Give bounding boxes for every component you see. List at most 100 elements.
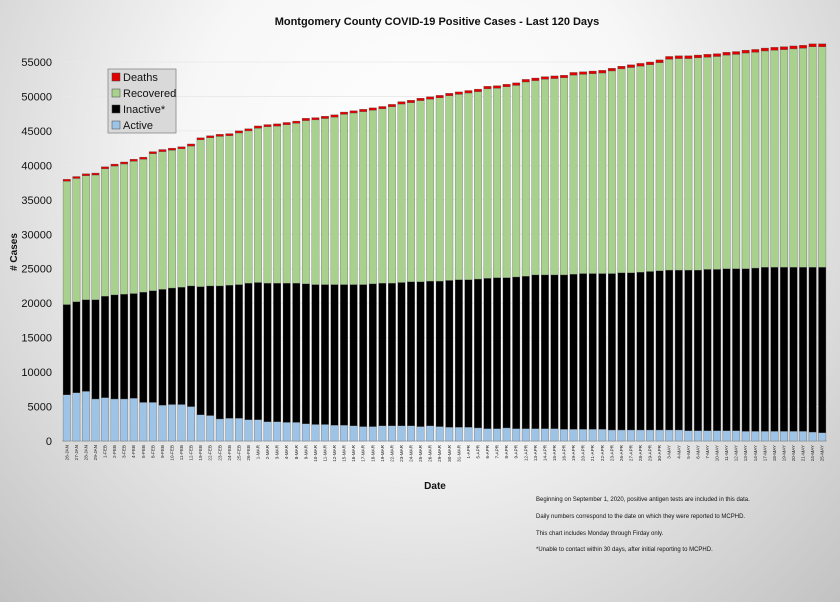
bar-recovered (799, 48, 807, 268)
bar-deaths (263, 124, 272, 127)
bar-deaths (340, 111, 348, 115)
bar-deaths (521, 79, 530, 83)
x-tick-label: 9-MAR (303, 444, 308, 459)
bar-recovered (665, 59, 674, 271)
bar-inactive (703, 269, 712, 431)
bar-deaths (101, 166, 109, 169)
bar-recovered (541, 79, 549, 276)
bar-recovered (569, 74, 578, 275)
x-tick-label: 1-MAR (256, 444, 261, 459)
bar-inactive (215, 285, 224, 420)
bar-deaths (588, 70, 597, 74)
bar-deaths (359, 109, 368, 112)
x-tick-label: 9-FEB (160, 445, 165, 458)
bar-recovered (110, 165, 119, 296)
bar-recovered (359, 111, 368, 285)
y-tick-label: 50000 (21, 91, 52, 103)
x-tick-label: 30-APR (657, 444, 662, 461)
bar-recovered (502, 86, 511, 278)
chart-title: Montgomery County COVID-19 Positive Case… (275, 16, 600, 28)
bar-inactive (110, 294, 119, 400)
bar-inactive (627, 272, 635, 431)
bar-active (550, 428, 559, 442)
y-tick-label: 35000 (21, 195, 52, 207)
bar-deaths (636, 63, 645, 67)
bar-deaths (780, 46, 788, 50)
x-tick-label: 23-FEB (217, 445, 222, 461)
bar-active (72, 392, 81, 442)
bar-recovered (244, 130, 253, 284)
bar-inactive (359, 284, 368, 427)
x-tick-label: 21-APR (590, 444, 595, 461)
legend-swatch-deaths (111, 72, 121, 82)
bar-recovered (713, 56, 721, 270)
bar-deaths (292, 120, 301, 124)
x-tick-label: 17-MAY (762, 445, 767, 461)
bar-recovered (407, 102, 415, 282)
bar-active (818, 432, 827, 442)
bar-inactive (225, 285, 234, 419)
bar-recovered (388, 106, 396, 284)
bar-inactive (388, 283, 396, 426)
bar-inactive (72, 301, 81, 393)
bar-inactive (598, 273, 607, 430)
bar-deaths (541, 76, 549, 80)
bar-deaths (665, 56, 674, 60)
bar-deaths (818, 43, 827, 47)
bar-inactive (244, 283, 253, 420)
legend-label-deaths: Deaths (123, 72, 158, 84)
bar-inactive (732, 268, 741, 431)
bar-inactive (254, 282, 262, 420)
bar-inactive (541, 274, 549, 429)
bar-recovered (636, 65, 645, 273)
bar-recovered (282, 124, 291, 284)
x-tick-label: 19-MAR (380, 444, 385, 462)
bar-active (225, 418, 234, 442)
bar-deaths (129, 159, 138, 162)
legend-label-inactive: Inactive* (123, 104, 166, 116)
x-tick-label: 19-FEB (198, 445, 203, 461)
bar-recovered (330, 116, 339, 285)
note-inactive: *Unable to contact within 30 days, after… (536, 547, 713, 553)
bar-recovered (493, 88, 501, 278)
x-tick-label: 27-JAN (74, 445, 79, 460)
x-tick-label: 7-MAY (705, 445, 710, 459)
bar-recovered (225, 135, 234, 286)
bar-active (674, 429, 683, 442)
bar-deaths (215, 134, 224, 137)
bar-recovered (82, 175, 90, 300)
bar-inactive (512, 276, 521, 429)
x-tick-label: 23-MAR (399, 444, 404, 462)
x-tick-label: 26-FEB (246, 445, 251, 461)
bar-inactive (722, 268, 731, 431)
bar-deaths (187, 143, 195, 147)
bar-deaths (464, 90, 473, 94)
bar-recovered (235, 132, 243, 285)
bar-inactive (139, 292, 148, 403)
bar-deaths (120, 161, 129, 165)
x-tick-label: 14-APR (542, 444, 547, 461)
x-tick-label: 3-MAY (667, 445, 672, 459)
x-tick-label: 12-FEB (189, 445, 194, 461)
bar-inactive (273, 283, 282, 422)
bar-active (292, 422, 301, 442)
bar-inactive (751, 267, 760, 432)
bar-deaths (607, 68, 616, 72)
x-tick-label: 12-APR (523, 444, 528, 461)
x-tick-label: 2-FEB (112, 445, 117, 458)
x-tick-label: 30-MAR (447, 444, 452, 462)
bar-deaths (684, 55, 693, 59)
bar-active (741, 431, 750, 442)
bar-inactive (282, 283, 291, 423)
bar-recovered (474, 91, 482, 280)
x-tick-label: 3-MAR (275, 444, 280, 459)
y-tick-label: 40000 (21, 160, 52, 172)
note-weekdays: This chart includes Monday through Firda… (536, 531, 664, 537)
bar-active (330, 425, 339, 442)
bar-inactive (474, 278, 482, 429)
bar-inactive (311, 284, 320, 425)
bar-inactive (780, 267, 788, 432)
bar-inactive (62, 304, 71, 395)
bar-inactive (674, 269, 683, 431)
